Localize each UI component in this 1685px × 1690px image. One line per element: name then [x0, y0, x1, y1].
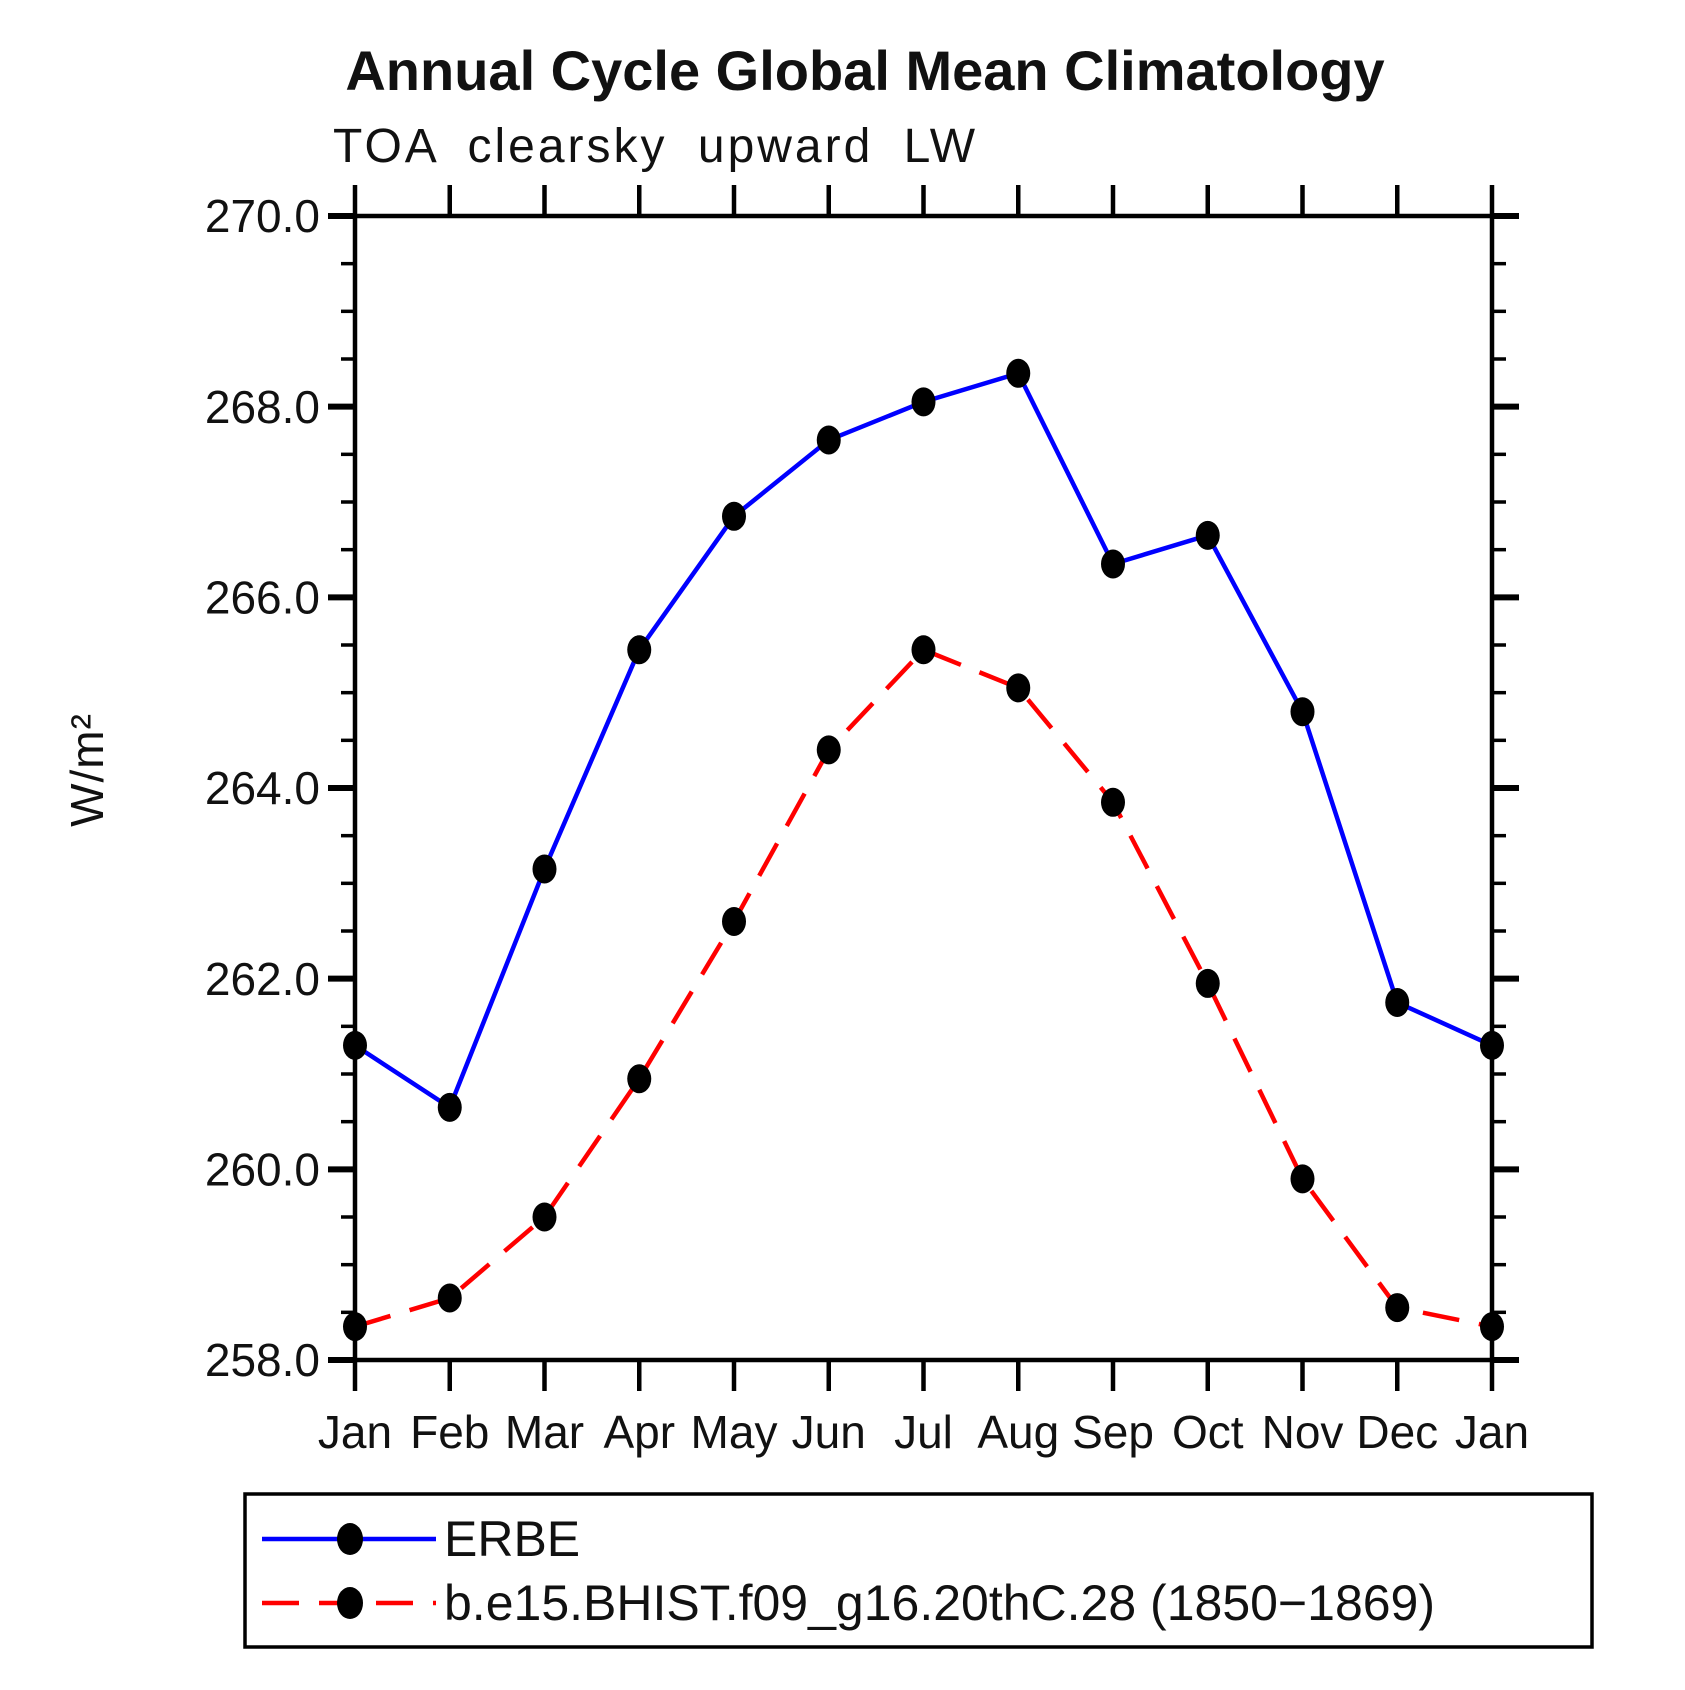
data-point-marker: [627, 635, 652, 665]
x-tick-label: Jan: [1455, 1406, 1529, 1458]
data-point-marker: [722, 501, 746, 531]
data-point-marker: [1195, 968, 1220, 998]
x-tick-label: Jul: [894, 1406, 953, 1458]
x-tick-label: Mar: [505, 1406, 584, 1458]
x-tick-label: Sep: [1072, 1406, 1154, 1458]
data-point-marker: [722, 906, 746, 936]
x-tick-label: Oct: [1172, 1406, 1244, 1458]
legend-sample-marker: [337, 1523, 363, 1555]
chart-subtitle: TOA clearsky upward LW: [333, 120, 978, 173]
y-tick-label: 260.0: [205, 1143, 320, 1195]
data-point-marker: [911, 635, 936, 665]
data-point-marker: [1290, 697, 1315, 727]
legend-sample-erbe: [262, 1523, 436, 1555]
x-tick-label: Jan: [318, 1406, 392, 1458]
data-point-marker: [437, 1283, 462, 1313]
data-point-marker: [343, 1312, 367, 1342]
data-point-marker: [1290, 1164, 1315, 1194]
chart-title: Annual Cycle Global Mean Climatology: [345, 39, 1384, 102]
data-point-marker: [1101, 549, 1125, 579]
x-tick-label: Dec: [1356, 1406, 1438, 1458]
data-point-marker: [1101, 787, 1125, 817]
y-axis-label: W/m²: [61, 713, 113, 827]
data-point-marker: [1006, 358, 1031, 388]
x-tick-label: May: [691, 1406, 778, 1458]
x-tick-label: Jun: [792, 1406, 866, 1458]
y-tick-label: 258.0: [205, 1334, 320, 1386]
plot-axes: 258.0 260.0 262.0 264.0 266.0 268.0 270.0 Jan Fe…: [205, 185, 1529, 1458]
legend: ERBE b.e15.BHIST.f09_g16.20thC.28 (1850−…: [243, 1492, 1594, 1649]
y-tick-label: 270.0: [205, 190, 320, 242]
data-point-marker: [1385, 1293, 1410, 1323]
x-tick-label: Aug: [977, 1406, 1059, 1458]
data-point-marker: [627, 1064, 652, 1094]
legend-box: [243, 1492, 1594, 1649]
data-point-marker: [437, 1092, 462, 1122]
data-point-marker: [532, 854, 557, 884]
data-point-marker: [1006, 673, 1031, 703]
data-point-marker: [1385, 988, 1410, 1017]
y-tick-label: 264.0: [205, 762, 320, 814]
data-point-marker: [911, 387, 936, 417]
series-line-0: [353, 370, 1493, 1111]
legend-sample-model: [262, 1587, 436, 1619]
plot-series: [343, 358, 1504, 1342]
x-tick-label: Apr: [603, 1406, 675, 1458]
data-point-marker: [816, 735, 841, 765]
y-tick-label: 266.0: [205, 571, 320, 623]
x-tick-label: Nov: [1262, 1406, 1344, 1458]
data-point-marker: [532, 1202, 557, 1232]
series-line-1: [354, 647, 1493, 1329]
legend-label-model: b.e15.BHIST.f09_g16.20thC.28 (1850−1869): [444, 1575, 1435, 1631]
data-point-marker: [816, 425, 841, 455]
y-tick-label: 268.0: [205, 381, 320, 433]
data-point-marker: [1195, 520, 1220, 550]
legend-sample-marker: [337, 1587, 363, 1619]
legend-label-erbe: ERBE: [444, 1511, 580, 1567]
data-point-marker: [343, 1030, 367, 1060]
data-point-marker: [1480, 1030, 1504, 1060]
data-point-marker: [1480, 1312, 1504, 1342]
y-tick-label: 262.0: [205, 953, 320, 1005]
x-tick-label: Feb: [410, 1406, 489, 1458]
